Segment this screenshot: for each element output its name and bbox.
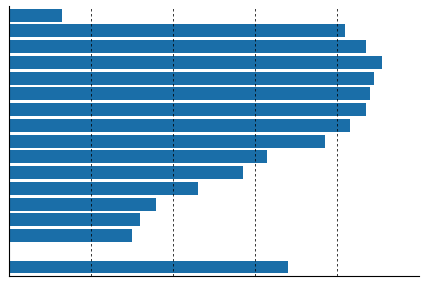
Bar [9,40,366,53]
Bar [9,103,366,116]
Bar [9,213,140,226]
Bar [9,198,157,211]
Bar [9,166,243,179]
Bar [9,72,374,85]
Bar [9,150,268,163]
Bar [9,261,288,274]
Bar [9,135,325,147]
Bar [9,56,383,69]
Bar [9,88,370,100]
Bar [9,24,345,37]
Bar [9,119,350,132]
Bar [9,182,198,195]
Bar [9,9,62,22]
Bar [9,229,132,242]
